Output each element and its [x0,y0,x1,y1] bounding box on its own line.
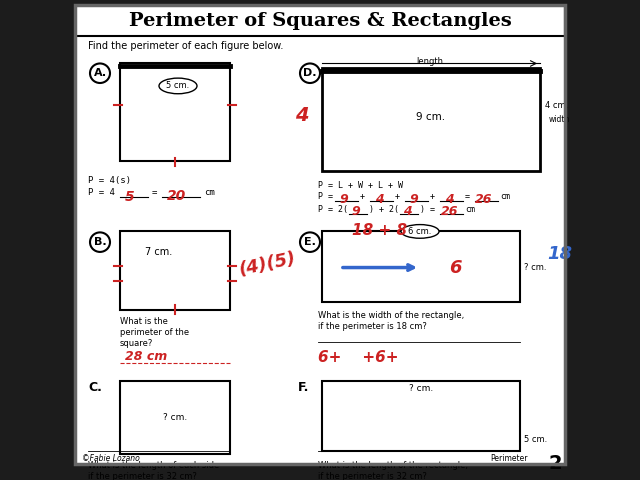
Text: if the perimeter is 32 cm?: if the perimeter is 32 cm? [88,472,197,480]
Text: 6+    +6+: 6+ +6+ [318,349,399,365]
Text: =: = [152,189,157,197]
Text: 28 cm: 28 cm [125,349,167,362]
Circle shape [300,232,320,252]
Text: +: + [360,192,370,201]
Text: E.: E. [304,237,316,247]
Text: 18: 18 [547,245,573,263]
Text: D.: D. [303,68,317,78]
Bar [322,231,520,302]
Text: ? cm.: ? cm. [409,384,433,393]
Text: 26: 26 [476,193,493,206]
Text: square?: square? [120,339,154,348]
Text: ) + 2(: ) + 2( [369,205,399,214]
Text: Perimeter: Perimeter [490,454,527,463]
Text: B.: B. [93,237,106,247]
Text: ? cm.: ? cm. [163,413,187,422]
Circle shape [90,63,110,83]
Bar [75,5,565,36]
Text: A.: A. [93,68,107,78]
Text: 9: 9 [410,193,419,206]
Text: Find the perimeter of each figure below.: Find the perimeter of each figure below. [88,41,284,51]
Bar [120,381,230,454]
Text: 6: 6 [449,259,461,276]
Bar [120,63,230,161]
Bar [75,5,565,464]
Text: What is the length of each side: What is the length of each side [88,461,220,470]
Text: P = 4(s): P = 4(s) [88,176,131,185]
Text: =: = [465,192,475,201]
Text: width: width [549,115,570,124]
Text: 5 cm.: 5 cm. [524,435,547,444]
Text: What is the: What is the [120,317,168,326]
Text: cm: cm [465,205,475,214]
Text: 5 cm.: 5 cm. [166,82,189,90]
Text: 7 cm.: 7 cm. [145,247,172,257]
Ellipse shape [159,78,197,94]
Text: What is the width of the rectangle,: What is the width of the rectangle, [318,311,464,320]
Bar [322,68,540,171]
Circle shape [90,232,110,252]
Text: 4: 4 [403,205,412,218]
Text: 26: 26 [441,205,459,218]
Bar [322,381,520,451]
Text: P = L + W + L + W: P = L + W + L + W [318,180,403,190]
Text: Perimeter of Squares & Rectangles: Perimeter of Squares & Rectangles [129,12,511,31]
Text: 5: 5 [125,191,135,204]
Bar [75,5,565,464]
Circle shape [300,63,320,83]
Text: 9: 9 [351,205,360,218]
Text: 6 cm.: 6 cm. [408,227,432,236]
Text: 9 cm.: 9 cm. [417,112,445,122]
Text: P = 2(: P = 2( [318,205,348,214]
Ellipse shape [401,225,439,238]
Text: perimeter of the: perimeter of the [120,328,189,337]
Text: P =: P = [318,192,338,201]
Text: 2: 2 [548,454,562,473]
Text: 4: 4 [295,106,309,125]
Text: (4)(5): (4)(5) [238,249,298,278]
Text: 9: 9 [340,193,348,206]
Text: What is the length of the rectangle,: What is the length of the rectangle, [318,461,468,470]
Text: 4: 4 [374,193,383,206]
Text: 20: 20 [168,190,187,204]
Text: if the perimeter is 18 cm?: if the perimeter is 18 cm? [318,322,427,331]
Text: length: length [417,57,444,66]
Text: cm: cm [204,189,215,197]
Text: ? cm.: ? cm. [524,263,547,272]
Text: +: + [395,192,405,201]
Text: C.: C. [88,381,102,394]
Text: ) =: ) = [420,205,440,214]
Text: F.: F. [298,381,309,394]
Bar [120,231,230,310]
Text: cm: cm [500,192,510,201]
Text: 18 + 8: 18 + 8 [353,223,408,238]
Text: ©Fabie Lozano: ©Fabie Lozano [82,454,140,463]
Text: P = 4: P = 4 [88,189,115,197]
Text: if the perimeter is 32 cm?: if the perimeter is 32 cm? [318,472,427,480]
Text: +: + [430,192,440,201]
Text: 4 cm.: 4 cm. [545,101,568,110]
Text: 4: 4 [445,193,453,206]
